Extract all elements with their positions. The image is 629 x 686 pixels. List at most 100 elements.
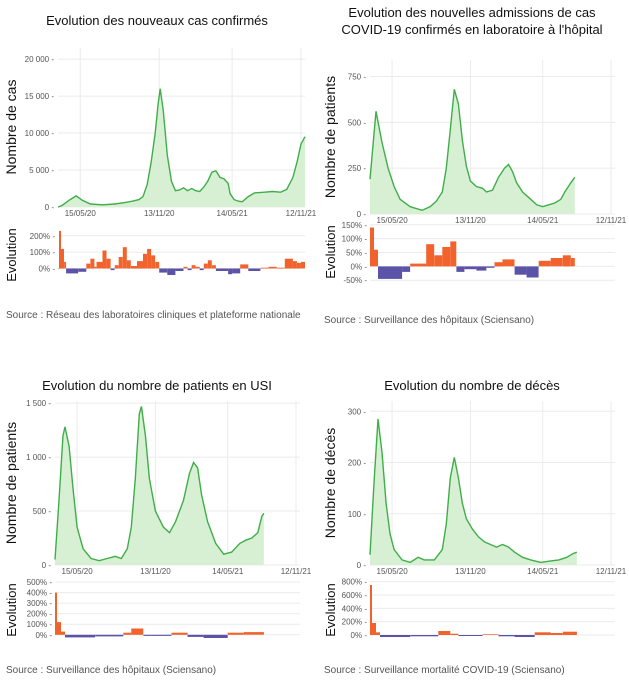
evolution-tick-label: 100% -: [27, 620, 53, 629]
evolution-bar: [211, 265, 216, 269]
evolution-tick-label: 150% -: [342, 221, 368, 230]
evolution-bar: [438, 631, 451, 635]
evolution-tick-label: 200% -: [30, 232, 56, 241]
chart-svg: 0 - 5 000 - 10 000 - 15 000 - 20 000 - 15/05/…: [3, 48, 317, 282]
evolution-bar: [155, 261, 160, 269]
evolution-bar: [450, 241, 457, 267]
evolution-bar: [248, 268, 261, 271]
evolution-tick-label: 0% -: [351, 262, 368, 271]
y-tick-label: 5 000 -: [29, 166, 54, 175]
evolution-tick-label: 50% -: [346, 249, 367, 258]
evolution-bar: [232, 268, 241, 274]
evolution-axis-label: Evolution: [323, 225, 338, 278]
y-axis-label: Nombre de décès: [322, 428, 338, 539]
evolution-bar: [260, 267, 269, 269]
x-tick-label: 12/11/21: [596, 567, 627, 576]
evolution-bar: [90, 258, 95, 269]
evolution-bar: [284, 258, 293, 269]
evolution-bar: [410, 263, 427, 267]
evolution-bar: [370, 227, 374, 267]
x-tick-label: 15/05/20: [62, 567, 94, 576]
evolution-bar: [131, 628, 144, 635]
evolution-bar: [147, 248, 152, 269]
evolution-grid: [55, 581, 300, 636]
evolution-bar: [167, 268, 176, 275]
chart-title: Evolution du nombre de patients en USI: [42, 378, 272, 393]
x-tick-label: 14/05/21: [527, 567, 559, 576]
chart-title: Evolution des nouveaux cas confirmés: [46, 13, 268, 28]
y-tick-label: 0 -: [357, 210, 367, 219]
y-tick-label: 750 -: [348, 73, 367, 82]
evolution-bar: [195, 266, 200, 269]
evolution-bar: [143, 253, 147, 269]
evolution-bar: [370, 585, 372, 635]
evolution-bar: [130, 266, 137, 269]
y-tick-label: 100 -: [348, 510, 367, 519]
x-tick-label: 13/11/20: [455, 567, 486, 576]
evolution-bar: [151, 255, 156, 269]
evolution-bar: [215, 268, 228, 271]
x-tick-label: 15/05/20: [377, 567, 409, 576]
evolution-bar: [203, 634, 228, 638]
chart-panel-icu: Evolution du nombre de patients en USI 0…: [0, 343, 314, 686]
x-tick-label: 14/05/21: [212, 567, 244, 576]
evolution-bar: [464, 266, 477, 270]
evolution-bar: [191, 265, 196, 269]
evolution-bar: [243, 632, 264, 635]
evolution-bar: [526, 266, 539, 278]
evolution-tick-label: 600% -: [342, 591, 368, 600]
evolution-bar: [58, 268, 59, 269]
evolution-bar: [199, 268, 204, 271]
y-tick-label: 1 000 -: [26, 453, 51, 462]
evolution-tick-label: 0% -: [351, 631, 368, 640]
series-area: [58, 88, 305, 207]
chart-panel-cases: Evolution des nouveaux cas confirmés 0 -…: [0, 0, 317, 343]
evolution-bar: [122, 247, 127, 269]
y-axis-label: Nombre de patients: [322, 76, 338, 198]
series-area: [370, 89, 575, 214]
series-area: [55, 406, 264, 565]
evolution-tick-label: 400% -: [342, 604, 368, 613]
y-tick-label: 1 500 -: [26, 399, 51, 408]
evolution-tick-label: 0% -: [39, 264, 56, 273]
evolution-bar: [534, 632, 551, 635]
evolution-bar: [486, 266, 495, 268]
evolution-bar: [410, 635, 439, 637]
x-tick-label: 13/11/20: [455, 216, 486, 225]
evolution-bar: [86, 263, 91, 269]
x-tick-label: 13/11/20: [144, 209, 175, 218]
evolution-bar: [426, 244, 435, 267]
evolution-bar: [378, 266, 403, 279]
evolution-bar: [376, 632, 380, 635]
chart-panel-admissions: Evolution des nouvelles admissions de ca…: [315, 0, 629, 343]
evolution-bar: [301, 261, 305, 269]
chart-source: Source : Surveillance des hôpitaux (Scie…: [6, 665, 217, 676]
series-line: [57, 88, 306, 208]
series-line: [54, 406, 265, 562]
evolution-tick-label: 500% -: [27, 578, 53, 587]
evolution-bar: [550, 633, 563, 635]
main-grid: [58, 48, 305, 208]
evolution-bar: [183, 266, 188, 269]
evolution-bar: [78, 268, 87, 272]
evolution-bar: [538, 260, 551, 267]
x-tick-label: 15/05/20: [65, 209, 97, 218]
evolution-bar: [187, 634, 204, 637]
evolution-axis-label: Evolution: [4, 583, 19, 636]
evolution-bar: [137, 261, 144, 269]
evolution-tick-label: 100% -: [342, 235, 368, 244]
x-tick-label: 14/05/21: [527, 216, 559, 225]
evolution-bar: [171, 632, 188, 635]
evolution-bar: [114, 265, 119, 269]
y-tick-label: 15 000 -: [25, 92, 55, 101]
y-tick-label: 250 -: [348, 164, 367, 173]
evolution-bar: [268, 266, 277, 269]
chart-panel-deaths: Evolution du nombre de décès 0 - 100 - 200…: [315, 343, 629, 686]
evolution-bar: [494, 262, 503, 267]
evolution-bar: [95, 634, 124, 637]
y-tick-label: 10 000 -: [25, 129, 55, 138]
evolution-axis-label: Evolution: [323, 583, 338, 636]
evolution-bar: [203, 263, 208, 269]
evolution-bar: [296, 262, 301, 269]
evolution-bar: [123, 632, 132, 635]
